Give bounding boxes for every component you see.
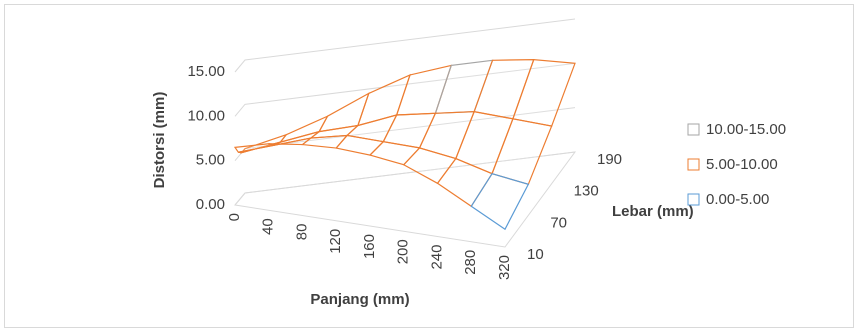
z-tick-label: 15.00: [187, 63, 225, 80]
legend-label: 5.00-10.00: [706, 156, 778, 173]
legend-label: 10.00-15.00: [706, 121, 786, 138]
y-tick-label: 70: [550, 214, 567, 231]
legend-swatch: [687, 193, 700, 206]
z-tick-label: 5.00: [196, 152, 225, 169]
x-tick-label: 200: [395, 239, 412, 264]
x-axis-title: Panjang (mm): [310, 291, 409, 308]
legend-label: 0.00-5.00: [706, 191, 769, 208]
y-tick-label: 190: [597, 151, 622, 168]
y-tick-label: 10: [527, 246, 544, 263]
grid-line: [234, 62, 576, 117]
x-tick-label: 240: [428, 245, 445, 270]
x-tick-label: 40: [260, 218, 277, 235]
x-tick-label: 320: [496, 255, 513, 280]
chart-border: [4, 4, 854, 328]
grid-line: [234, 18, 576, 73]
x-tick-label: 160: [361, 234, 378, 259]
x-tick-label: 120: [327, 229, 344, 254]
surface-cell: [470, 172, 530, 231]
legend-swatch: [687, 123, 700, 136]
x-tick-label: 280: [462, 250, 479, 275]
y-axis-title: Lebar (mm): [612, 203, 694, 220]
x-tick-label: 0: [226, 213, 243, 221]
y-tick-label: 130: [574, 183, 599, 200]
legend-swatch: [687, 158, 700, 171]
floor: [234, 151, 577, 248]
z-tick-label: 0.00: [196, 196, 225, 213]
x-tick-label: 80: [293, 224, 310, 241]
z-tick-label: 10.00: [187, 107, 225, 124]
z-axis-title: Distorsi (mm): [151, 92, 168, 189]
